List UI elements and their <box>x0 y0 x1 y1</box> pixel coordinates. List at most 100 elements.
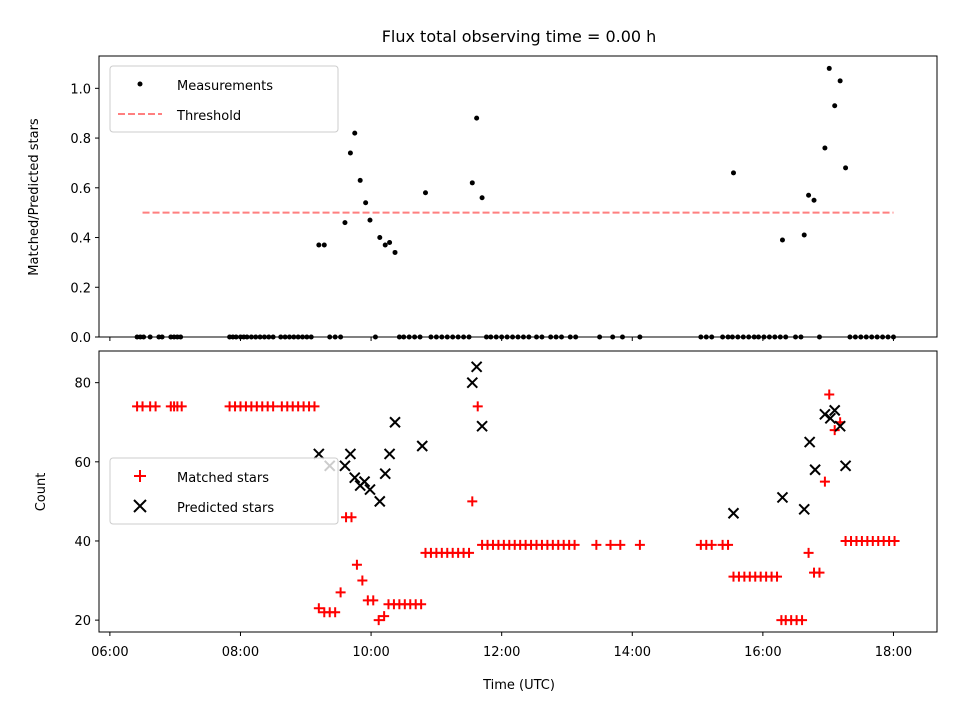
matched-star-point <box>569 539 580 550</box>
matched-star-point <box>330 607 341 618</box>
ratio-y-tick-label: 0.4 <box>70 232 91 247</box>
predicted-star-point <box>798 503 810 516</box>
measurement-point <box>357 177 363 183</box>
predicted-star-point <box>313 448 325 460</box>
measurement-point <box>826 65 832 71</box>
legend-matched-label: Matched stars <box>177 471 269 486</box>
count-legend-box <box>109 457 339 525</box>
matched-star-point <box>829 425 840 436</box>
predicted-star-point <box>727 507 740 519</box>
matched-star-point <box>772 571 783 582</box>
measurement-point <box>352 130 358 136</box>
matched-star-point <box>309 401 320 412</box>
matched-star-point <box>464 547 475 558</box>
ratio-panel-frame <box>98 55 938 338</box>
count-y-tick-label: 80 <box>74 377 91 392</box>
measurement-point <box>474 115 480 121</box>
matched-star-point <box>335 587 346 598</box>
matched-star-point <box>814 567 825 578</box>
measurement-point <box>392 249 398 255</box>
ratio-panel-ticks: 0.0 0.2 0.4 0.6 0.8 1.0 <box>70 82 894 346</box>
matched-star-point <box>357 575 368 586</box>
matched-star-point <box>472 401 483 412</box>
predicted-star-point <box>466 376 478 389</box>
measurement-point <box>377 235 383 241</box>
count-x-tick-label: 06:00 <box>91 645 128 660</box>
matched-star-point <box>373 615 384 626</box>
count-legend: Matched stars Predicted stars <box>109 457 339 525</box>
measurement-point <box>779 237 785 243</box>
ratio-y-tick-label: 0.0 <box>70 331 91 346</box>
count-points <box>132 361 900 626</box>
ratio-y-axis-label: Matched/Predicted stars <box>27 118 42 276</box>
matched-star-point <box>803 547 814 558</box>
predicted-star-point <box>339 460 351 472</box>
predicted-star-point <box>389 416 401 428</box>
count-y-tick-label: 20 <box>74 614 91 629</box>
matched-star-point <box>634 539 645 550</box>
predicted-star-point <box>476 420 488 432</box>
count-panel-frame <box>98 350 938 633</box>
count-y-tick-label: 60 <box>74 456 91 471</box>
matched-star-point <box>605 539 616 550</box>
ratio-y-tick-label: 0.6 <box>70 182 91 197</box>
legend-predicted-label: Predicted stars <box>177 501 274 516</box>
predicted-star-point <box>416 440 428 452</box>
count-x-tick-label: 12:00 <box>483 645 520 660</box>
measurement-point <box>321 242 327 248</box>
count-x-tick-label: 14:00 <box>614 645 651 660</box>
matched-star-point <box>797 615 808 626</box>
measurement-point <box>382 242 388 248</box>
legend-measurements-label: Measurements <box>177 79 273 94</box>
measurement-point <box>342 220 348 226</box>
matched-star-point <box>824 389 835 400</box>
legend-matched-marker <box>134 470 146 482</box>
predicted-star-point <box>470 361 483 373</box>
measurement-point <box>316 242 322 248</box>
predicted-star-point <box>828 404 841 417</box>
ratio-y-tick-label: 0.8 <box>70 132 91 147</box>
matched-star-point <box>150 401 161 412</box>
predicted-star-point <box>834 420 846 432</box>
measurement-point <box>843 165 849 171</box>
count-panel: 20 40 60 80 06:00 08:00 10:00 12:00 14:00 16:00 18… <box>34 350 938 693</box>
legend-threshold-label: Threshold <box>176 109 241 124</box>
legend-predicted-marker <box>133 499 147 513</box>
measurement-point <box>347 150 353 156</box>
count-x-tick-label: 18:00 <box>875 645 912 660</box>
predicted-star-point <box>364 483 376 496</box>
ratio-legend: Measurements Threshold <box>109 65 339 133</box>
predicted-star-point <box>776 491 789 504</box>
matched-star-point <box>416 599 427 610</box>
ratio-y-tick-label: 1.0 <box>70 82 91 97</box>
matched-star-point <box>723 539 734 550</box>
measurement-point <box>822 145 828 151</box>
predicted-star-point <box>349 471 361 484</box>
predicted-star-point <box>819 408 831 421</box>
measurement-point <box>367 217 373 223</box>
count-y-axis-label: Count <box>34 473 49 512</box>
x-axis-label: Time (UTC) <box>482 678 555 693</box>
count-y-tick-label: 40 <box>74 535 91 550</box>
matched-star-point <box>615 539 626 550</box>
measurement-point <box>422 190 428 196</box>
predicted-star-point <box>383 448 396 460</box>
matched-star-point <box>368 595 379 606</box>
measurement-point <box>837 78 843 84</box>
predicted-star-point <box>803 436 816 448</box>
count-x-tick-label: 08:00 <box>222 645 259 660</box>
measurement-point <box>469 180 475 186</box>
matched-star-point <box>591 539 602 550</box>
matched-star-point <box>379 611 390 622</box>
matched-star-point <box>889 535 900 546</box>
predicted-star-point <box>374 495 386 508</box>
ratio-legend-box <box>109 65 339 133</box>
matched-star-point <box>176 401 187 412</box>
measurement-point <box>811 197 817 203</box>
count-x-tick-label: 10:00 <box>352 645 389 660</box>
measurement-point <box>387 240 393 246</box>
matched-star-point <box>351 559 362 570</box>
matched-star-point <box>268 401 279 412</box>
predicted-star-point <box>344 448 357 460</box>
